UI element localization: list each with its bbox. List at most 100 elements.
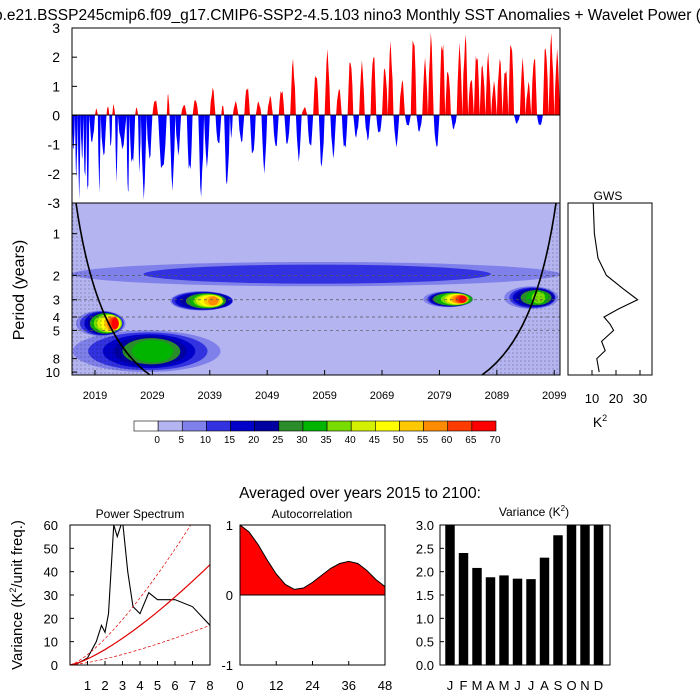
var-y-tick-label: 0.5 xyxy=(416,635,434,650)
variance-bar xyxy=(485,577,496,665)
gws-title: GWS xyxy=(594,189,623,203)
wavelet-panel: 1 2 3 45 810 2019 2029 2039 2049 2059 2069 2079 208… xyxy=(11,202,567,402)
wv-x-tick-label: 2089 xyxy=(485,390,509,402)
ps-y-tick-label: 20 xyxy=(44,611,58,626)
ps-y-tick-label: 60 xyxy=(44,518,58,533)
wv-x-tick-label: 2079 xyxy=(427,390,451,402)
anomaly-bar xyxy=(491,80,497,116)
variance-month-label: S xyxy=(554,678,563,693)
red-noise-line xyxy=(70,525,192,665)
power-spectrum-frame xyxy=(69,524,211,666)
anomaly-bar xyxy=(370,57,377,116)
anomaly-bar xyxy=(229,115,233,139)
wavelet-cone-of-influence xyxy=(72,203,560,375)
colorbar-label: 25 xyxy=(272,435,284,446)
variance-bar xyxy=(526,579,536,665)
anomaly-bar xyxy=(519,57,526,116)
anomaly-bar xyxy=(109,115,113,146)
anomaly-bar xyxy=(261,115,268,174)
colorbar-label: 40 xyxy=(345,435,357,446)
red-noise-line xyxy=(70,625,210,665)
colorbar-label: 65 xyxy=(465,435,477,446)
gws-x-label-base: K xyxy=(593,414,603,430)
anomaly-bar xyxy=(74,115,78,179)
gws-x-label: K2 xyxy=(593,413,607,430)
colorbar-swatch xyxy=(447,420,473,432)
variance-bar xyxy=(593,525,604,665)
anomaly-bar xyxy=(204,115,210,168)
autocorrelation-panel: Autocorrelation 10-1 0 12 24 36 48 xyxy=(221,507,392,693)
anomaly-bar xyxy=(462,34,469,116)
variance-bar xyxy=(499,575,509,665)
autocorrelation-y-ticks: 1 0 -1 xyxy=(221,518,244,673)
timeseries-y-ticks: 3 2 1 0 -1 -2 -3 xyxy=(48,20,77,211)
anomaly-bar xyxy=(100,115,107,156)
anomaly-bar xyxy=(284,115,291,144)
ps-y-tick-label: 10 xyxy=(44,635,58,650)
coi-right-hatch xyxy=(482,203,560,375)
colorbar: 0 5 10 15 20 25 30 35 40 45 50 55 60 65 70 xyxy=(133,420,501,446)
gws-line xyxy=(592,202,639,373)
anomaly-bar xyxy=(249,115,256,154)
ps-y-tick-label: 40 xyxy=(44,565,58,580)
anomaly-bar xyxy=(138,115,141,173)
ps-x-tick-label: 1 xyxy=(84,678,91,693)
colorbar-swatch xyxy=(254,420,280,432)
anomaly-bar xyxy=(330,115,337,159)
anomaly-bar xyxy=(422,57,428,116)
wv-x-tick-label: 2059 xyxy=(312,390,336,402)
autocorrelation-x-ticks: 0 12 24 36 48 xyxy=(236,661,392,693)
colorbar-swatch xyxy=(350,420,376,432)
wavelet-contour xyxy=(461,295,466,303)
colorbar-swatch xyxy=(302,420,328,432)
colorbar-label: 45 xyxy=(369,435,381,446)
anomaly-bar xyxy=(255,101,262,116)
variance-title-end: ) xyxy=(565,505,569,519)
colorbar-swatch xyxy=(399,420,424,432)
wv-x-tick-label: 2099 xyxy=(542,390,566,402)
anomaly-bar xyxy=(209,87,216,116)
anomaly-bar xyxy=(106,106,110,116)
anomaly-bar xyxy=(514,115,520,124)
anomaly-bar xyxy=(175,115,182,156)
ac-x-tick-label: 48 xyxy=(378,678,392,693)
anomaly-bar xyxy=(387,40,394,116)
wv-x-tick-label: 2039 xyxy=(198,390,222,402)
colorbar-swatch xyxy=(157,420,183,432)
variance-month-label: F xyxy=(460,678,468,693)
wavelet-contour xyxy=(114,318,119,329)
anomaly-bar xyxy=(244,88,250,116)
anomaly-bar xyxy=(537,115,543,126)
colorbar-swatch xyxy=(206,420,231,432)
ps-ylabel-sup: 2 xyxy=(8,588,18,593)
wavelet-y-ticks: 1 2 3 45 810 xyxy=(46,227,77,380)
ps-y-tick-label: 50 xyxy=(44,541,58,556)
colorbar-label: 20 xyxy=(248,435,260,446)
anomaly-bar xyxy=(238,115,245,143)
variance-bar xyxy=(553,535,563,665)
anomaly-bar xyxy=(502,70,509,116)
anomaly-bar xyxy=(376,115,383,133)
colorbar-label: 55 xyxy=(417,435,429,446)
wavelet-x-ticks: 2019 2029 2039 2049 2059 2069 2079 2089 2099 xyxy=(83,370,567,402)
power-spectrum-y-label: Variance (K2/unit freq.) xyxy=(8,520,26,670)
ps-y-tick-label: 0 xyxy=(51,658,58,673)
wv-y-tick-label: 4 xyxy=(53,310,60,325)
wv-y-tick-label: 5 xyxy=(53,323,60,338)
variance-bar xyxy=(539,557,550,665)
ac-x-tick-label: 12 xyxy=(269,678,283,693)
variance-title-sup: 2 xyxy=(561,504,566,513)
variance-title: Variance (K2) xyxy=(499,504,569,519)
gws-x-label-sup: 2 xyxy=(602,413,607,423)
anomaly-bar xyxy=(313,75,319,116)
anomaly-bar xyxy=(404,115,411,126)
colorbar-label: 50 xyxy=(393,435,405,446)
colorbar-label: 5 xyxy=(178,435,184,446)
timeseries-panel: 3 2 1 0 -1 -2 -3 xyxy=(48,20,561,211)
autocorrelation-area xyxy=(240,525,385,596)
anomaly-bar xyxy=(427,32,434,116)
anomaly-bar xyxy=(158,115,167,169)
anomaly-bar xyxy=(324,48,331,116)
anomaly-bar xyxy=(496,59,503,116)
